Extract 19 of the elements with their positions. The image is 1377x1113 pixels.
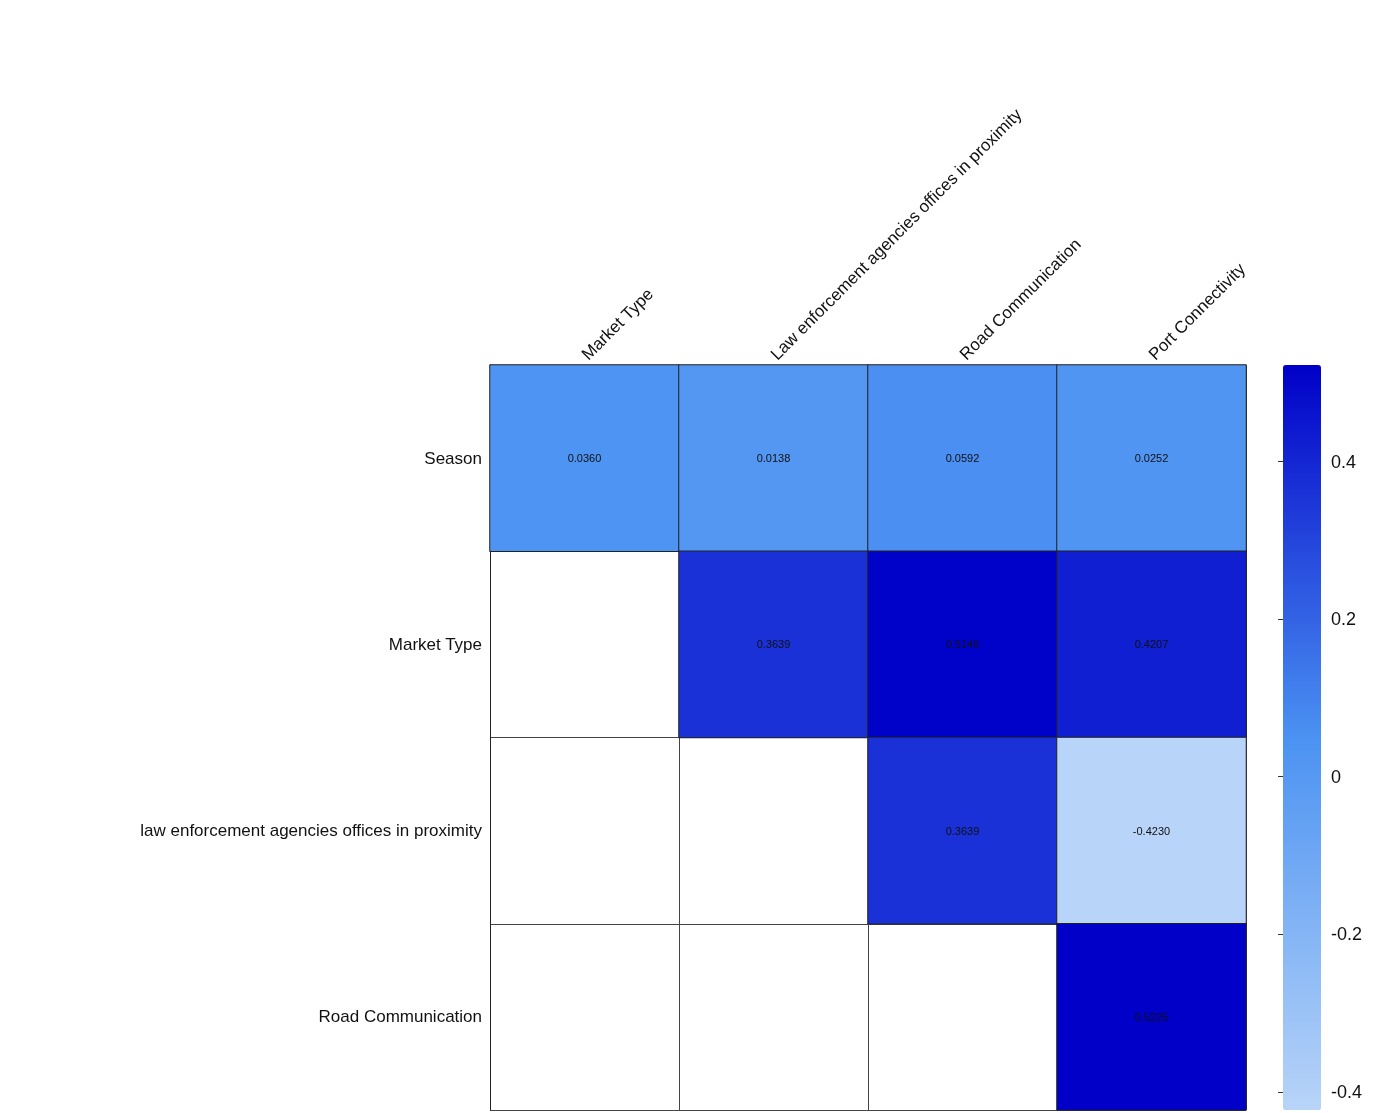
color-bar-label: 0 bbox=[1331, 766, 1342, 787]
data-label: 0.0252 bbox=[1134, 452, 1169, 465]
y-tick-label: Market Type bbox=[388, 634, 482, 654]
data-label: 0.0138 bbox=[756, 452, 791, 465]
y-tick-label: Season bbox=[424, 448, 482, 468]
color-bar-label: -0.4 bbox=[1331, 1081, 1363, 1102]
color-bar-label: -0.2 bbox=[1331, 924, 1363, 945]
y-tick-label: law enforcement agencies offices in proximity bbox=[140, 821, 483, 841]
data-label: 0.3639 bbox=[945, 824, 980, 837]
data-label: 0.5146 bbox=[945, 638, 980, 651]
y-tick-label: Road Communication bbox=[318, 1007, 482, 1027]
data-label: 0.3639 bbox=[756, 638, 791, 651]
data-label: 0.0592 bbox=[945, 452, 980, 465]
color-bar-label: 0.2 bbox=[1331, 609, 1357, 630]
data-label: 0.4207 bbox=[1134, 638, 1169, 651]
data-label: -0.4230 bbox=[1132, 824, 1171, 837]
data-label: 0.0360 bbox=[567, 452, 602, 465]
color-bar-label: 0.4 bbox=[1331, 451, 1357, 472]
data-label: 0.5225 bbox=[1134, 1010, 1169, 1023]
